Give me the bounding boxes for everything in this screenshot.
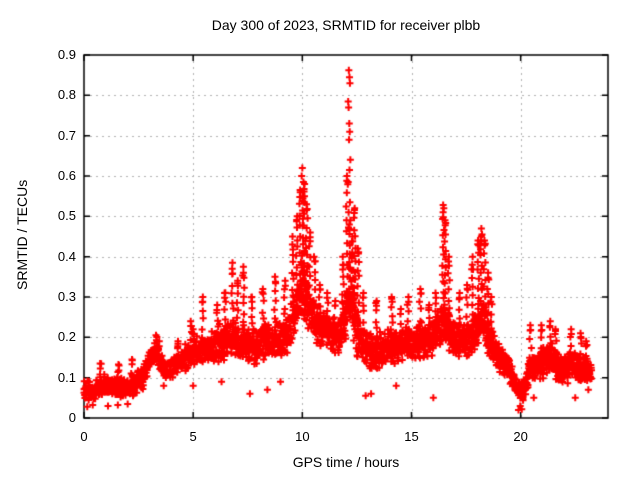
y-tick-label: 0.6 <box>57 168 76 183</box>
chart-title: Day 300 of 2023, SRMTID for receiver plb… <box>211 17 481 33</box>
y-tick-label: 0.7 <box>57 127 76 143</box>
y-tick-label: 0.5 <box>57 208 76 224</box>
x-tick-label: 10 <box>295 429 310 444</box>
x-axis-label: GPS time / hours <box>292 454 400 470</box>
y-tick-label: 0.3 <box>57 289 76 304</box>
x-tick-label: 0 <box>80 429 88 444</box>
x-tick-label: 5 <box>189 429 197 444</box>
y-axis-label: SRMTID / TECUs <box>14 179 30 290</box>
y-tick-label: 0.8 <box>57 87 76 103</box>
y-tick-label: 0.1 <box>57 369 76 385</box>
x-tick-label: 15 <box>404 429 419 444</box>
y-tick-label: 0.2 <box>57 329 76 345</box>
x-tick-label: 20 <box>513 429 528 444</box>
y-tick-label: 0.4 <box>57 248 76 264</box>
y-tick-label: 0.9 <box>57 47 76 62</box>
y-tick-label: 0 <box>68 410 76 425</box>
